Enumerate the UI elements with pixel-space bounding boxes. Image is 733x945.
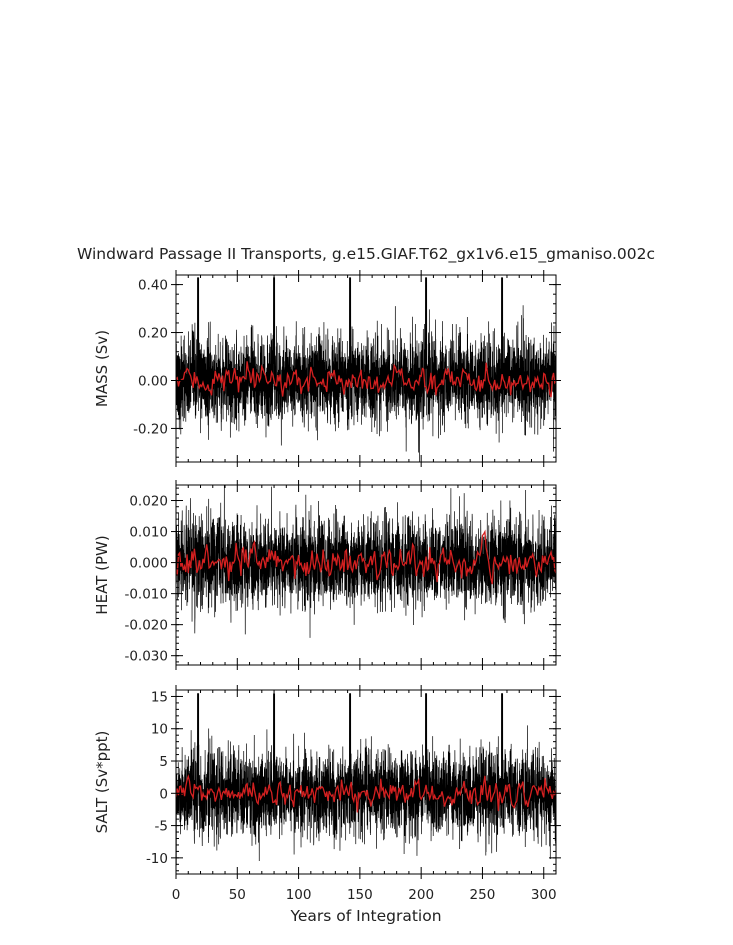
- y-tick-label: 15: [151, 689, 168, 705]
- panel-2: 0.020 0.010 0.000 -0.010 -0.020 -0.030 HEAT (P…: [93, 480, 561, 670]
- y-tick-label: 0.00: [138, 373, 168, 389]
- monthly-series-line: [176, 485, 556, 638]
- y-tick-label: -10: [146, 851, 168, 867]
- annual-mean-series-line: [176, 529, 556, 585]
- monthly-series-line: [176, 693, 556, 866]
- plot-frame: [175, 274, 557, 463]
- y-tick-label: -0.030: [124, 649, 168, 665]
- x-tick-label: 150: [347, 887, 373, 903]
- annual-mean-series-line: [176, 774, 556, 813]
- chart-title: Windward Passage II Transports, g.e15.GI…: [77, 245, 655, 264]
- y-tick-label: 0.010: [129, 525, 168, 541]
- y-tick-label: 0.000: [129, 556, 168, 572]
- y-tick-label: -5: [155, 819, 168, 835]
- y-tick-label: 0.40: [138, 278, 168, 294]
- annual-mean-series-line: [176, 361, 556, 398]
- x-tick-label: 100: [286, 887, 312, 903]
- x-tick-label: 300: [531, 887, 557, 903]
- y-tick-label: 0.20: [138, 326, 168, 342]
- x-tick-label: 50: [229, 887, 246, 903]
- monthly-series-line: [176, 277, 556, 462]
- x-tick-label: 200: [408, 887, 434, 903]
- y-tick-label: -0.020: [124, 618, 168, 634]
- y-tick-label: 5: [159, 754, 168, 770]
- y-tick-label: 0: [159, 786, 168, 802]
- y-axis-label: MASS (Sv): [93, 330, 111, 407]
- panels: 0.40 0.20 0.00 -0.20 MASS (Sv) 0.020 0.010 0.00…: [93, 270, 561, 903]
- x-tick-label: 250: [470, 887, 496, 903]
- plot-frame: [175, 689, 557, 875]
- x-tick-label: 0: [172, 887, 181, 903]
- y-axis-label: SALT (Sv*ppt): [93, 731, 111, 834]
- panel-1: 0.40 0.20 0.00 -0.20 MASS (Sv): [93, 270, 561, 467]
- x-axis-label: Years of Integration: [289, 907, 441, 925]
- y-tick-label: 0.020: [129, 494, 168, 510]
- y-axis-label: HEAT (PW): [93, 535, 111, 614]
- y-tick-label: 10: [151, 722, 168, 738]
- y-tick-label: -0.20: [133, 421, 168, 437]
- y-tick-label: -0.010: [124, 587, 168, 603]
